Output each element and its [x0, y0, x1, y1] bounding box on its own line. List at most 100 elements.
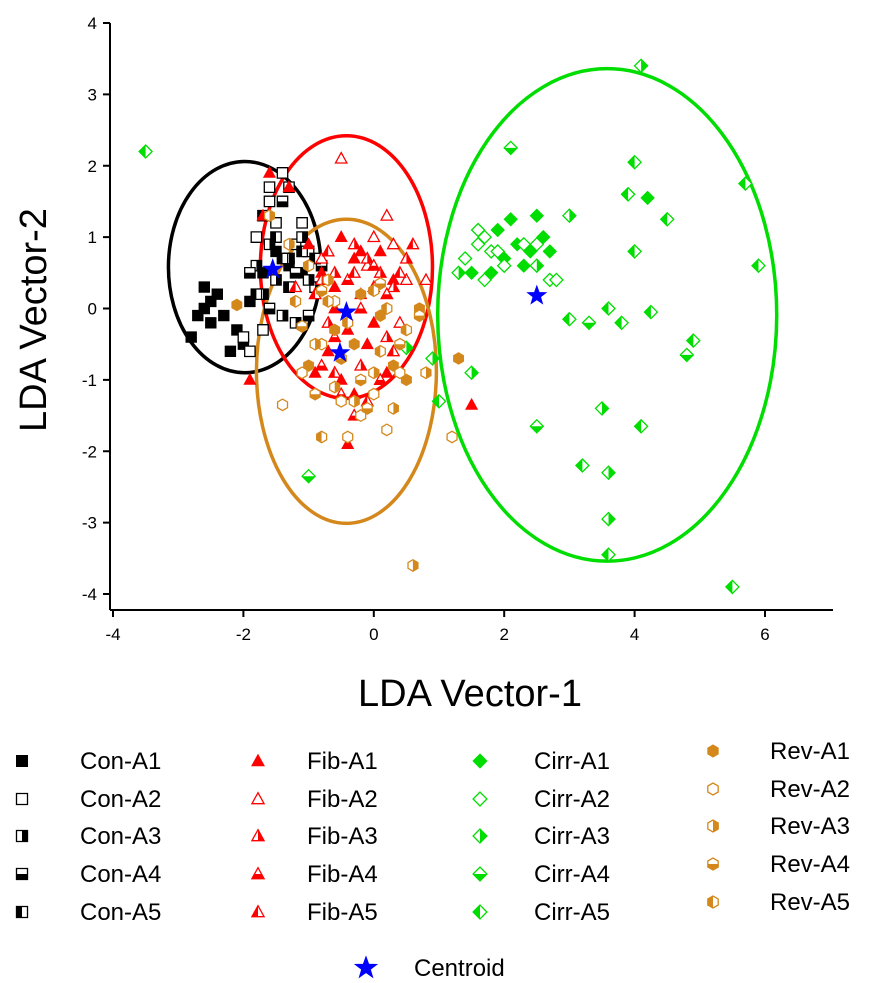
- data-point-fib-a1: [367, 315, 381, 328]
- data-point-rev-a3: [329, 380, 341, 394]
- legend-label-fib-a1: Fib-A1: [307, 748, 378, 775]
- legend-marker-fib-a5: [250, 904, 266, 918]
- data-point-fib-a2: [380, 208, 394, 221]
- legend-label-con-a5: Con-A5: [80, 899, 161, 926]
- x-tick-label: -2: [236, 625, 251, 644]
- x-ticks: -4 -2 0 2 4 6: [105, 610, 770, 644]
- data-point-fib-a3: [321, 315, 335, 328]
- legend-marker-fib-a4: [250, 866, 266, 880]
- legend-marker-rev-a5: [707, 895, 719, 909]
- legend-marker-centroid: [353, 955, 379, 979]
- legend-marker-con-a4: [15, 867, 29, 881]
- data-point-con-a3: [270, 274, 282, 286]
- data-point-fib-a2: [399, 272, 414, 286]
- legend-label-rev-a1: Rev-A1: [770, 738, 850, 765]
- data-point-rev-a1: [453, 352, 464, 365]
- data-point-cirr-a3: [601, 511, 616, 527]
- data-point-con-a3: [296, 231, 308, 243]
- data-point-fib-a2: [367, 229, 381, 243]
- data-point-con-a4: [289, 266, 302, 279]
- data-point-rev-a1: [387, 359, 399, 372]
- data-point-cirr-a5: [601, 301, 616, 316]
- x-tick-label: 6: [760, 625, 769, 644]
- data-point-fib-a1: [354, 244, 368, 257]
- data-point-cirr-a1: [516, 258, 532, 273]
- data-point-rev-a5: [302, 259, 315, 273]
- legend-label-cirr-a3: Cirr-A3: [534, 823, 610, 850]
- legend-label-con-a2: Con-A2: [80, 786, 161, 813]
- data-point-fib-a4: [373, 372, 388, 385]
- data-point-fib-a3: [360, 251, 375, 264]
- ellipse-layer: [166, 66, 779, 563]
- data-point-fib-a4: [380, 286, 394, 300]
- legend-label-fib-a4: Fib-A4: [307, 861, 378, 888]
- data-point-cirr-a5: [659, 211, 675, 227]
- data-point-cirr-a4: [503, 140, 519, 156]
- data-point-rev-a5: [381, 302, 393, 315]
- data-point-fib-a1: [282, 180, 296, 193]
- data-point-cirr-a5: [574, 458, 590, 473]
- data-point-cirr-a3: [561, 208, 577, 224]
- data-point-rev-a1: [303, 359, 315, 372]
- data-point-cirr-a2: [470, 222, 486, 238]
- confidence-ellipse-cirr: [435, 66, 779, 563]
- legend-label-fib-a3: Fib-A3: [307, 823, 378, 850]
- data-point-fib-a3: [353, 358, 368, 371]
- data-point-con-a3: [302, 274, 315, 286]
- data-point-con-a2: [263, 195, 276, 208]
- data-point-cirr-a4: [301, 468, 317, 484]
- data-point-fib-a3: [386, 279, 401, 293]
- data-point-fib-a3: [380, 329, 394, 343]
- data-point-con-a4: [276, 195, 289, 208]
- data-point-cirr-a3: [529, 258, 545, 274]
- data-point-con-a5: [250, 288, 263, 301]
- data-point-rev-a2: [381, 423, 393, 437]
- legend-marker-cirr-a4: [472, 866, 488, 882]
- legend-label-rev-a5: Rev-A5: [770, 889, 850, 916]
- legend-marker-cirr-a5: [472, 904, 488, 920]
- data-point-rev-a4: [355, 373, 367, 387]
- data-point-rev-a3: [322, 273, 334, 287]
- data-point-cirr-a5: [614, 315, 630, 331]
- legend: Con-A1 Con-A2 Con-A3 Con-A4 Con-A5 Fib-A1 Fib-…: [15, 738, 850, 982]
- data-point-cirr-a3: [594, 400, 610, 416]
- data-point-rev-a4: [316, 284, 328, 298]
- data-point-cirr-a5: [685, 333, 701, 349]
- data-point-con-a5: [276, 252, 289, 265]
- data-point-fib-a5: [406, 236, 420, 250]
- data-point-fib-a5: [321, 244, 335, 257]
- legend-marker-con-a3: [15, 829, 29, 843]
- data-point-cirr-a3: [451, 265, 467, 281]
- data-point-rev-a3: [283, 237, 295, 251]
- data-point-rev-a4: [361, 401, 373, 415]
- data-point-rev-a4: [413, 309, 426, 323]
- data-point-fib-a2: [386, 236, 401, 250]
- data-point-rev-a2: [394, 366, 406, 380]
- y-tick-label: -3: [82, 514, 97, 533]
- y-tick-label: -1: [82, 371, 97, 390]
- data-point-cirr-a2: [490, 243, 506, 259]
- data-point-fib-a5: [393, 265, 407, 278]
- data-point-cirr-a3: [425, 351, 440, 366]
- data-point-con-a2: [263, 181, 276, 194]
- data-point-fib-a4: [314, 358, 329, 371]
- data-point-con-a3: [276, 309, 289, 322]
- data-point-rev-a5: [368, 284, 380, 298]
- data-point-cirr-a1: [464, 265, 479, 281]
- data-point-cirr-a5: [627, 154, 643, 170]
- confidence-ellipse-rev: [254, 217, 439, 526]
- data-point-rev-a3: [407, 558, 419, 572]
- legend-marker-cirr-a3: [472, 828, 488, 844]
- data-point-con-a1: [224, 345, 237, 357]
- data-point-rev-a2: [446, 430, 458, 444]
- data-point-cirr-a1: [490, 222, 505, 238]
- data-point-cirr-a2: [477, 272, 493, 288]
- x-tick-label: -4: [105, 625, 120, 644]
- legend-label-con-a3: Con-A3: [80, 823, 161, 850]
- data-point-cirr-a1: [529, 208, 545, 223]
- data-point-rev-a5: [342, 316, 354, 330]
- data-point-cirr-a5: [138, 144, 154, 159]
- data-point-rev-a5: [400, 323, 413, 337]
- data-point-cirr-a5: [627, 243, 643, 259]
